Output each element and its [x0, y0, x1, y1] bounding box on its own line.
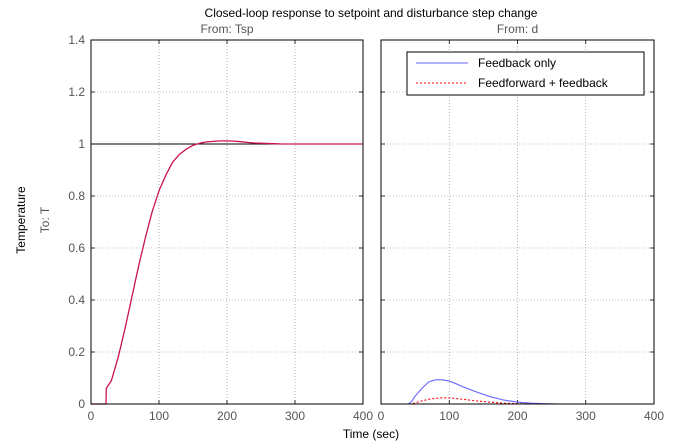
y-channel-label: To: T: [38, 206, 52, 233]
panel-1-x-tick-label: 0: [378, 409, 385, 423]
x-axis-label: Time (sec): [343, 427, 399, 441]
panel-0-x-tick-label: 0: [88, 409, 95, 423]
panel-0-y-tick-label: 0: [78, 397, 85, 411]
panel-0-x-tick-label: 300: [285, 409, 305, 423]
panel-1-x-tick-label: 400: [644, 409, 664, 423]
chart-title: Closed-loop response to setpoint and dis…: [205, 6, 538, 20]
panel-1-frame: [380, 39, 655, 405]
panel-0-frame: [90, 39, 364, 405]
panel-0-x-tick-label: 200: [217, 409, 237, 423]
panel-0-title: From: Tsp: [200, 22, 253, 36]
panel-from-tsp: From: Tsp 0 100 200 300 400 0 0.2 0.4 0.6 0.8 1 1.2 1…: [68, 22, 373, 423]
panel-1-x-tick-label: 100: [439, 409, 459, 423]
panel-0-y-tick-label: 0.8: [68, 189, 85, 203]
panel-0-y-tick-label: 0.6: [68, 241, 85, 255]
panel-1-x-tick-label: 200: [507, 409, 527, 423]
y-axis-label: Temperature: [14, 186, 28, 254]
panel-from-d: From: d 0 100 200 300 400: [378, 22, 665, 423]
panel-0-x-tick-label: 400: [353, 409, 373, 423]
panel-0-y-tick-label: 1: [78, 137, 85, 151]
panel-0-x-tick-label: 100: [149, 409, 169, 423]
legend-box: [406, 51, 645, 96]
panel-1-title: From: d: [497, 22, 538, 36]
panel-1-x-tick-label: 300: [576, 409, 596, 423]
panel-0-y-tick-label: 0.2: [68, 345, 85, 359]
legend-label-feedforward: Feedforward + feedback: [478, 76, 609, 90]
panel-0-y-tick-label: 0.4: [68, 293, 85, 307]
panel-0-y-tick-label: 1.2: [68, 85, 85, 99]
panel-0-series-response: [91, 140, 363, 405]
legend: Feedback only Feedforward + feedback: [406, 51, 645, 96]
legend-label-feedback-only: Feedback only: [478, 56, 556, 70]
panel-0-y-tick-label: 1.4: [68, 33, 85, 47]
